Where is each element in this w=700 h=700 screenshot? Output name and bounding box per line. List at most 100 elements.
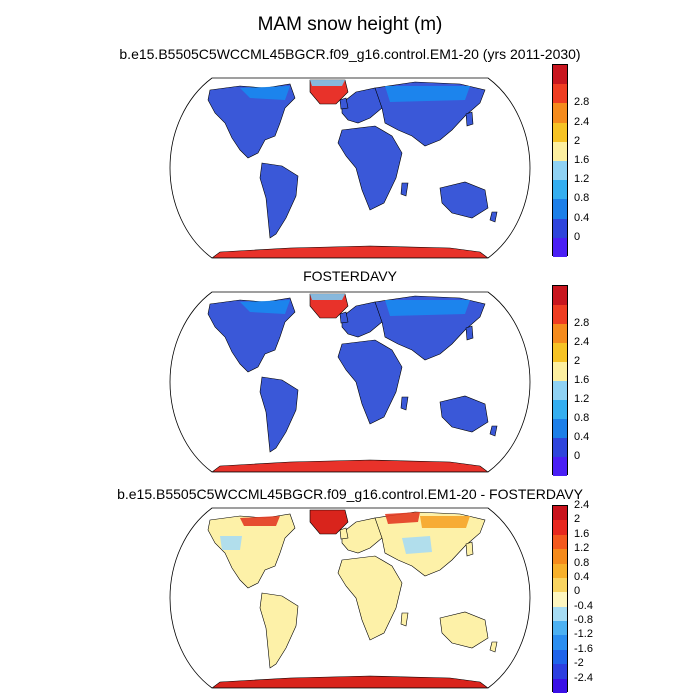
land-greenland: [309, 509, 349, 535]
colorbar-box: [552, 285, 568, 476]
land-madagascar: [400, 396, 409, 411]
land-new-zealand: [489, 211, 498, 223]
snow-patch: [420, 516, 470, 528]
panel-3-map: [169, 507, 531, 689]
colorbar-label: -0.8: [574, 614, 593, 627]
colorbar-swatch: [553, 305, 567, 324]
land-antarctica: [211, 675, 489, 688]
snow-patch: [240, 86, 290, 100]
land-antarctica: [211, 459, 489, 472]
land-antarctica: [211, 245, 489, 258]
snow-patch: [385, 300, 470, 316]
colorbar-swatch: [553, 103, 567, 123]
land-north-america: [207, 513, 296, 589]
colorbar-swatch: [553, 606, 567, 622]
snow-patch: [385, 512, 420, 524]
colorbar-swatch: [553, 534, 567, 550]
land-south-america: [259, 376, 299, 453]
main-title: MAM snow height (m): [257, 14, 443, 35]
snow-patch: [385, 86, 470, 102]
panel-3-colorbar: -2.4 -2 -1.6 -1.2 -0.8 -0.4 0 0.4 0.8 1.2 1.6 2 2.4: [552, 500, 622, 693]
colorbar-swatch: [553, 621, 567, 636]
colorbar-swatch: [553, 286, 567, 305]
panel-2-title: FOSTERDAVY: [303, 268, 397, 284]
land-europe: [341, 517, 389, 554]
colorbar-label: 2.4: [574, 499, 590, 511]
colorbar-swatch: [553, 577, 567, 593]
colorbar-swatch: [553, 457, 567, 476]
snow-patch: [402, 536, 432, 554]
land-south-america: [259, 162, 299, 239]
colorbar-swatch: [553, 218, 567, 238]
land-uk: [339, 97, 349, 110]
colorbar-label: -1.6: [574, 642, 593, 655]
colorbar-box: [552, 64, 568, 257]
panel-2-map: [169, 291, 531, 473]
panel-3-title: b.e15.B5505C5WCCML45BGCR.f09_g16.control…: [117, 486, 583, 502]
colorbar-swatch: [553, 161, 567, 181]
land-layer: [207, 293, 498, 472]
colorbar-swatch: [553, 563, 567, 578]
land-north-america: [207, 297, 296, 373]
colorbar-swatch: [553, 649, 567, 665]
colorbar-label: -0.4: [574, 599, 593, 612]
map-outline: [169, 507, 531, 689]
colorbar-label: 0.4: [574, 570, 590, 583]
snow-patch: [240, 300, 290, 314]
colorbar-swatch: [553, 343, 567, 362]
colorbar-swatch: [553, 199, 567, 219]
colorbar-swatch: [553, 549, 567, 564]
snow-patch: [310, 80, 345, 86]
colorbar-label: 0.8: [574, 556, 590, 569]
colorbar-swatch: [553, 180, 567, 200]
land-europe: [341, 301, 389, 338]
colorbar-label: 0.8: [574, 192, 590, 205]
colorbar-label: 2: [574, 513, 581, 526]
land-north-america: [207, 83, 296, 159]
colorbar-label: 0: [574, 450, 581, 462]
colorbar-label: 0: [574, 585, 581, 598]
land-australia: [439, 611, 489, 649]
colorbar-label: 1.2: [574, 173, 590, 186]
colorbar-swatch: [553, 592, 567, 607]
colorbar-swatch: [553, 84, 567, 104]
colorbar-label: -2: [574, 657, 584, 670]
land-africa: [337, 339, 403, 425]
panel-1-colorbar: 0 0.4 0.8 1.2 1.6 2 2.4 2.8: [552, 64, 622, 257]
land-japan: [465, 325, 474, 341]
land-uk: [339, 311, 349, 324]
colorbar-swatch: [553, 65, 567, 85]
land-new-zealand: [489, 425, 498, 437]
colorbar-swatch: [553, 635, 567, 650]
colorbar-swatch: [553, 520, 567, 535]
land-japan: [465, 111, 474, 127]
colorbar-label: 1.6: [574, 154, 590, 166]
colorbar-swatch: [553, 237, 567, 257]
land-uk: [339, 527, 349, 540]
colorbar-swatch: [553, 381, 567, 400]
colorbar-label: -1.2: [574, 628, 593, 641]
land-layer: [207, 509, 498, 688]
colorbar-box: [552, 505, 568, 693]
land-south-america: [259, 592, 299, 669]
land-europe: [341, 87, 389, 124]
colorbar-label: 2.8: [574, 96, 590, 109]
colorbar-label: 2.4: [574, 336, 590, 348]
panel-1-title: b.e15.B5505C5WCCML45BGCR.f09_g16.control…: [119, 46, 581, 62]
colorbar-swatch: [553, 438, 567, 457]
colorbar-swatch: [553, 141, 567, 161]
panel-1-map: [169, 77, 531, 259]
snow-patch: [310, 294, 345, 300]
colorbar-swatch: [553, 664, 567, 679]
map-outline: [169, 77, 531, 259]
colorbar-swatch: [553, 419, 567, 438]
land-australia: [439, 395, 489, 433]
colorbar-label: 1.6: [574, 374, 590, 386]
panel-2-colorbar: 0 0.4 0.8 1.2 1.6 2 2.4 2.8: [552, 285, 622, 476]
colorbar-swatch: [553, 122, 567, 142]
colorbar-swatch: [553, 362, 567, 381]
colorbar-label: 2: [574, 355, 581, 367]
colorbar-label: 0.8: [574, 412, 590, 424]
colorbar-label: 1.6: [574, 527, 590, 540]
colorbar-swatch: [553, 324, 567, 343]
